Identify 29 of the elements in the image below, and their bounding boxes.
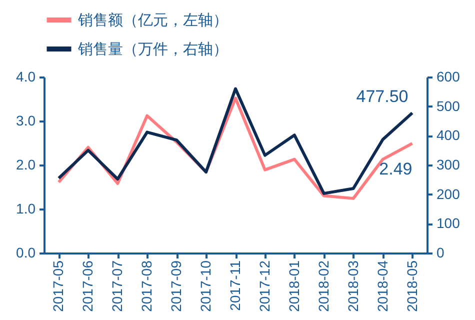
y2-tick-label: 500 [436,98,460,114]
x-tick-label: 2018-03 [344,260,361,312]
y2-tick-label: 400 [436,127,460,144]
x-tick-label: 2018-02 [315,260,332,312]
x-tick-label: 2018-05 [404,260,420,312]
data-label: 2.49 [379,159,412,178]
y2-tick-label: 100 [436,215,460,232]
x-tick-label: 2017-08 [138,260,155,312]
y-tick-label: 1.0 [16,200,36,216]
y-tick-label: 4.0 [16,68,36,84]
y2-tick-label: 300 [436,156,460,172]
x-tick-label: 2017-07 [109,260,126,312]
legend-label: 销售额（亿元，左轴） [77,12,228,29]
x-tick-label: 2017-12 [256,260,272,312]
legend-label: 销售量（万件，右轴） [77,41,228,58]
data-label: 477.50 [356,86,408,106]
y2-tick-label: 200 [436,186,460,202]
y-tick-label: 0.0 [16,244,36,260]
x-tick-label: 2017-10 [198,260,214,312]
x-tick-label: 2017-11 [227,260,243,311]
y-tick-label: 3.0 [16,112,36,128]
y2-tick-label: 0 [436,244,444,260]
x-tick-label: 2017-09 [168,260,184,312]
y-tick-label: 2.0 [16,156,36,172]
y2-tick-label: 600 [436,68,460,84]
x-tick-label: 2017-05 [50,260,66,312]
x-tick-label: 2017-06 [80,260,96,312]
x-tick-label: 2018-01 [286,260,302,312]
x-tick-label: 2018-04 [374,260,390,312]
